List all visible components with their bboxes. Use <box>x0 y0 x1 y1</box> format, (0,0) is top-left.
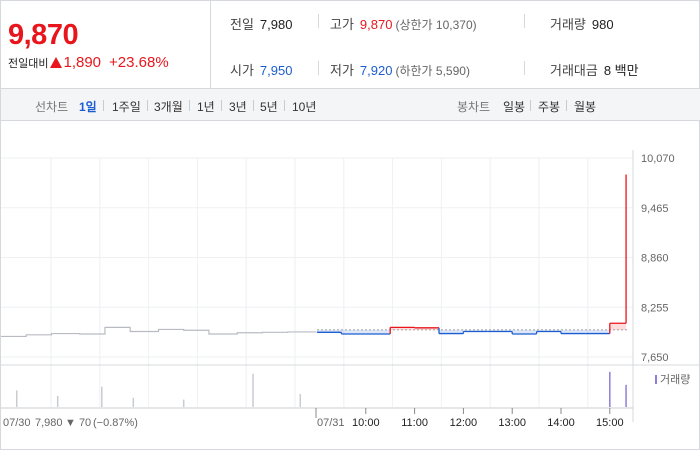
period-5y[interactable]: 5년 <box>260 100 278 114</box>
prev-day-change: ▼ 70 <box>65 417 91 429</box>
price-fill-segment <box>365 329 391 334</box>
divider <box>221 100 222 111</box>
y-tick-label: 9,465 <box>641 203 669 215</box>
price-change: 전일대비 1,890 +23.68% <box>8 54 169 71</box>
price-fill-segment <box>439 329 464 334</box>
current-price: 9,870 <box>8 19 79 51</box>
time-tick-label: 11:00 <box>401 417 428 429</box>
divider <box>524 61 525 75</box>
time-tick-label: 15:00 <box>596 417 624 429</box>
y-tick-label: 7,650 <box>641 352 669 364</box>
stat-value: 9,870 <box>359 17 393 32</box>
price-fill-segment <box>317 329 342 333</box>
divider <box>284 100 285 111</box>
price-fill-segment <box>390 327 415 330</box>
upper-limit: (상한가 10,370) <box>395 18 477 32</box>
stat-label: 거래대금 <box>550 63 598 78</box>
price-fill-segment <box>463 329 488 332</box>
divider <box>318 14 319 28</box>
y-tick-label: 10,070 <box>641 153 675 165</box>
current-day-label: 07/31 <box>317 417 345 429</box>
up-triangle-icon <box>50 57 63 68</box>
divider <box>530 100 531 111</box>
quote-stats: 전일 7,980 고가 9,870 (상한가 10,370) 거래량 980 시가 7,9… <box>212 1 700 89</box>
price-fill-segment <box>585 329 610 334</box>
time-tick-label: 13:00 <box>498 417 526 429</box>
period-1w[interactable]: 1주일 <box>112 100 141 114</box>
stat-label: 저가 <box>330 63 354 78</box>
stat-value: 8 백만 <box>603 63 639 78</box>
divider <box>189 100 190 111</box>
volume-bar <box>182 399 185 407</box>
y-tick-label: 8,255 <box>641 302 669 314</box>
stat-amount: 거래대금 8 백만 <box>550 60 639 79</box>
y-tick-label: 8,860 <box>641 253 669 265</box>
price-fill-segment <box>536 329 561 332</box>
time-tick-label: 10:00 <box>352 417 380 429</box>
change-percent: +23.68% <box>109 54 169 71</box>
price-fill-segment <box>609 323 627 330</box>
divider <box>103 100 104 111</box>
period-1d[interactable]: 1일 <box>79 100 97 114</box>
candle-daily[interactable]: 일봉 <box>503 100 526 114</box>
volume-legend-label: 거래량 <box>660 373 690 386</box>
stat-open: 시가 7,950 <box>230 60 292 79</box>
volume-legend-swatch <box>655 375 657 384</box>
period-10y[interactable]: 10년 <box>292 100 317 114</box>
volume-bar <box>132 397 135 407</box>
volume-bar <box>609 371 611 407</box>
price-fill-segment <box>487 329 513 332</box>
price-fill-segment <box>341 329 366 334</box>
stat-label: 고가 <box>330 17 354 32</box>
volume-bar <box>299 394 301 407</box>
price-fill-segment <box>512 329 537 334</box>
period-3y[interactable]: 3년 <box>229 100 247 114</box>
stat-prev-close: 전일 7,980 <box>230 14 292 33</box>
chart-toolbar: 선차트 1일 1주일 3개월 1년 3년 5년 10년 봉차트 일봉 주봉 월봉 <box>1 89 700 121</box>
stat-value: 7,980 <box>259 17 293 32</box>
prev-day-date: 07/30 <box>3 417 31 429</box>
prev-day-change-percent: (−0.87%) <box>93 417 138 429</box>
price-chart[interactable]: 10,070 9,465 8,860 8,255 7,650 거래량 07/30 7,980 ▼… <box>1 122 699 450</box>
price-fill-segment <box>561 329 586 334</box>
volume-bar <box>625 384 627 407</box>
line-chart-label: 선차트 <box>35 100 69 114</box>
stat-label: 전일 <box>230 17 254 32</box>
change-value: 1,890 <box>63 54 102 71</box>
stat-low: 저가 7,920 (하한가 5,590) <box>330 60 470 79</box>
divider <box>524 14 525 28</box>
volume-bar <box>101 386 103 407</box>
divider <box>566 100 567 111</box>
stat-label: 시가 <box>230 63 254 78</box>
divider <box>318 61 319 75</box>
stat-high: 고가 9,870 (상한가 10,370) <box>330 14 477 33</box>
price-fill-segment <box>414 327 439 330</box>
divider <box>253 100 254 111</box>
time-tick-label: 14:00 <box>547 417 575 429</box>
stat-label: 거래량 <box>550 17 586 32</box>
divider <box>147 100 148 111</box>
volume-bar <box>56 395 59 407</box>
candle-monthly[interactable]: 월봉 <box>574 100 597 114</box>
candle-weekly[interactable]: 주봉 <box>538 100 561 114</box>
stat-value: 7,950 <box>259 63 293 78</box>
stat-value: 980 <box>591 17 614 32</box>
quote-summary: 9,870 전일대비 1,890 +23.68% 전일 7,980 고가 9,870 (상… <box>1 1 700 89</box>
time-tick-label: 12:00 <box>450 417 478 429</box>
candle-chart-label: 봉차트 <box>457 100 491 114</box>
period-1y[interactable]: 1년 <box>197 100 215 114</box>
stat-volume: 거래량 980 <box>550 14 614 33</box>
lower-limit: (하한가 5,590) <box>395 64 470 78</box>
volume-bar <box>252 373 254 407</box>
prev-day-line <box>1 326 317 338</box>
prev-day-close: 7,980 <box>35 417 63 429</box>
period-3m[interactable]: 3개월 <box>154 100 183 114</box>
volume-bar <box>16 390 18 407</box>
price-box: 9,870 전일대비 1,890 +23.68% <box>1 1 211 89</box>
stat-value: 7,920 <box>359 63 393 78</box>
change-label: 전일대비 <box>8 58 49 70</box>
